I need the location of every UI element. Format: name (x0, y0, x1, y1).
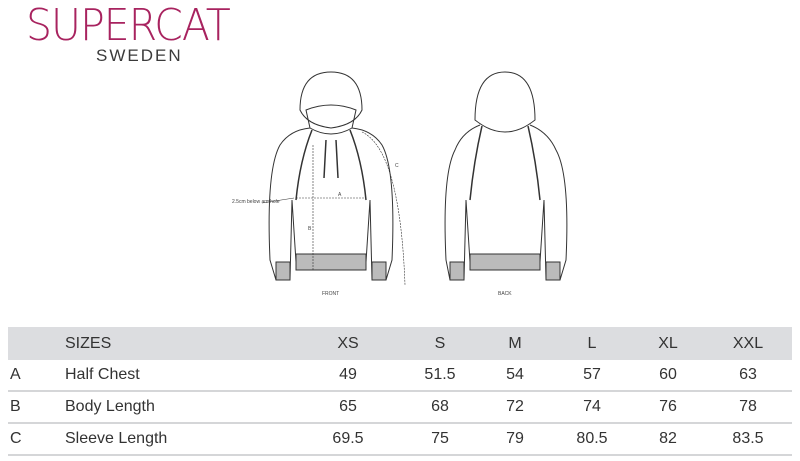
row-label: Half Chest (65, 366, 140, 383)
label-b: B (308, 226, 312, 232)
row-key: C (10, 430, 22, 447)
cell-value: 74 (583, 398, 601, 415)
hoodie-front (261, 71, 406, 286)
cell-value: 80.5 (576, 430, 608, 447)
cell-value: 54 (506, 366, 524, 383)
back-label: BACK (498, 291, 512, 297)
cell-value: 51.5 (424, 366, 456, 383)
label-a: A (338, 192, 342, 198)
table-header: SIZES XS S M L XL XXL (8, 327, 792, 360)
cell-value: 49 (339, 366, 357, 383)
cell-value: 75 (431, 430, 449, 447)
cell-value: 83.5 (732, 430, 764, 447)
brand-name: SUPERCAT (26, 0, 231, 51)
brand-country: SWEDEN (96, 46, 183, 65)
cell-value: 69.5 (332, 430, 364, 447)
cell-value: 79 (506, 430, 524, 447)
size-header: L (587, 334, 597, 352)
cell-value: 82 (659, 430, 677, 447)
cell-value: 57 (583, 366, 601, 383)
table-row: A Half Chest 49 51.5 54 57 60 63 (8, 360, 792, 392)
size-header: S (434, 334, 446, 352)
header-sizes: SIZES (65, 334, 112, 352)
size-header: XL (658, 334, 678, 352)
cell-value: 68 (431, 398, 449, 415)
table-row: B Body Length 65 68 72 74 76 78 (8, 392, 792, 424)
size-header: XXL (732, 334, 764, 352)
cell-value: 60 (659, 366, 677, 383)
cell-value: 72 (506, 398, 524, 415)
row-label: Body Length (65, 398, 155, 415)
row-key: B (10, 398, 21, 415)
cell-value: 63 (739, 366, 757, 383)
logo: SUPERCAT (26, 4, 245, 48)
armhole-note: 2.5cm below armhole (232, 199, 280, 205)
hoodie-diagram: 2.5cm below armhole A B C FRONT BACK (232, 71, 568, 297)
cell-value: 78 (739, 398, 757, 415)
size-header: M (508, 334, 522, 352)
cell-value: 65 (339, 398, 357, 415)
label-c: C (395, 163, 399, 169)
row-key: A (10, 366, 21, 383)
size-table: SIZES XS S M L XL XXL A Half Chest 49 51… (8, 327, 792, 456)
cell-value: 76 (659, 398, 677, 415)
table-row: C Sleeve Length 69.5 75 79 80.5 82 83.5 (8, 424, 792, 456)
size-header: XS (337, 334, 359, 352)
front-label: FRONT (322, 291, 339, 297)
row-label: Sleeve Length (65, 430, 168, 447)
hoodie-back (444, 71, 568, 281)
